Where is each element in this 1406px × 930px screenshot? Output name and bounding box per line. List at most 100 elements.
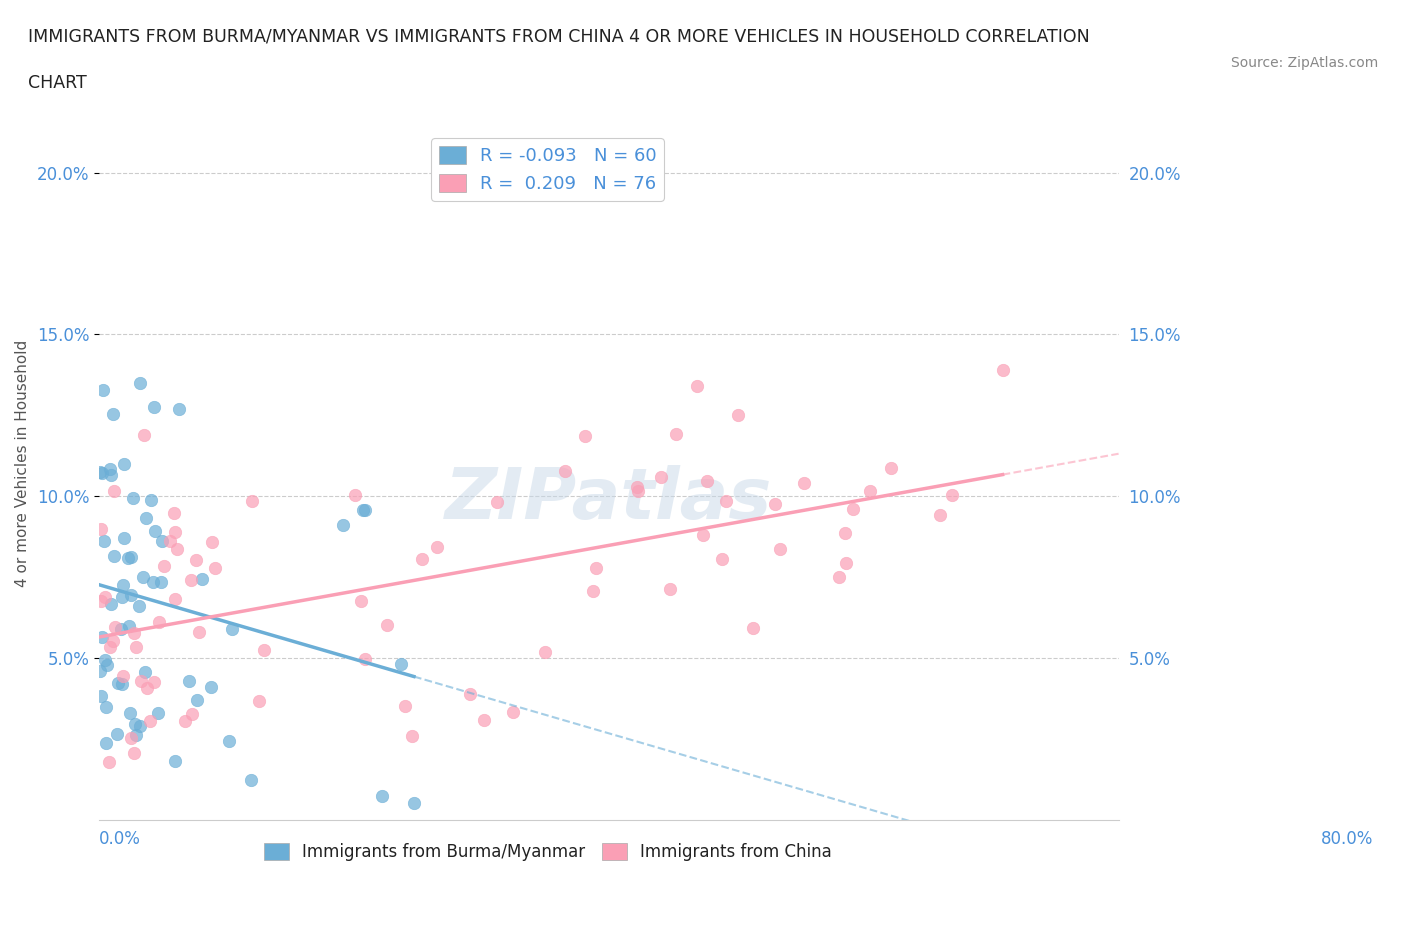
Point: [96, 736, 118, 751]
Point: [125, 640, 148, 655]
Point: [96, 658, 118, 672]
Point: [186, 693, 208, 708]
Point: [859, 484, 882, 498]
Point: [124, 716, 146, 731]
Y-axis label: 4 or more Vehicles in Household: 4 or more Vehicles in Household: [15, 340, 30, 588]
Point: [90, 522, 112, 537]
Point: [177, 674, 200, 689]
Point: [174, 713, 197, 728]
Point: [626, 479, 648, 494]
Point: [828, 570, 851, 585]
Point: [120, 550, 142, 565]
Point: [344, 487, 367, 502]
Point: [354, 652, 377, 667]
Point: [458, 686, 481, 701]
Point: [200, 680, 222, 695]
Point: [201, 535, 224, 550]
Point: [218, 734, 240, 749]
Point: [247, 694, 270, 709]
Point: [100, 468, 122, 483]
Point: [941, 488, 963, 503]
Point: [129, 376, 152, 391]
Point: [763, 497, 786, 512]
Point: [626, 484, 648, 498]
Point: [332, 517, 354, 532]
Point: [401, 729, 423, 744]
Point: [90, 689, 112, 704]
Point: [146, 706, 169, 721]
Point: [714, 494, 737, 509]
Point: [142, 674, 165, 689]
Point: [120, 588, 142, 603]
Point: [148, 614, 170, 629]
Point: [842, 502, 865, 517]
Point: [879, 460, 901, 475]
Text: CHART: CHART: [28, 74, 87, 92]
Point: [129, 718, 152, 733]
Point: [180, 572, 202, 587]
Point: [159, 534, 181, 549]
Point: [134, 428, 156, 443]
Point: [769, 541, 792, 556]
Point: [103, 549, 125, 564]
Point: [375, 618, 398, 632]
Point: [240, 494, 263, 509]
Text: 0.0%: 0.0%: [100, 830, 141, 848]
Point: [125, 727, 148, 742]
Point: [165, 754, 187, 769]
Point: [991, 363, 1014, 378]
Point: [665, 427, 688, 442]
Legend: Immigrants from Burma/Myanmar, Immigrants from China: Immigrants from Burma/Myanmar, Immigrant…: [257, 837, 838, 868]
Point: [139, 713, 162, 728]
Point: [686, 379, 709, 393]
Point: [253, 643, 276, 658]
Point: [502, 704, 524, 719]
Point: [105, 727, 128, 742]
Point: [692, 527, 714, 542]
Point: [118, 618, 141, 633]
Point: [135, 511, 157, 525]
Point: [582, 583, 605, 598]
Point: [112, 457, 135, 472]
Point: [129, 673, 152, 688]
Point: [114, 531, 136, 546]
Point: [111, 677, 134, 692]
Point: [94, 652, 117, 667]
Point: [650, 470, 672, 485]
Point: [793, 475, 815, 490]
Point: [554, 463, 576, 478]
Point: [574, 428, 596, 443]
Point: [96, 700, 118, 715]
Point: [98, 461, 121, 476]
Point: [107, 675, 129, 690]
Point: [349, 594, 371, 609]
Point: [90, 593, 112, 608]
Point: [167, 402, 190, 417]
Point: [150, 575, 173, 590]
Text: 80.0%: 80.0%: [1322, 830, 1374, 848]
Point: [585, 561, 607, 576]
Point: [111, 590, 134, 604]
Point: [163, 506, 186, 521]
Point: [710, 551, 733, 566]
Point: [402, 796, 425, 811]
Point: [352, 502, 374, 517]
Point: [696, 473, 718, 488]
Point: [486, 494, 509, 509]
Point: [221, 622, 243, 637]
Point: [181, 707, 204, 722]
Point: [91, 466, 114, 481]
Point: [394, 698, 416, 713]
Point: [426, 539, 449, 554]
Point: [472, 712, 495, 727]
Point: [166, 541, 188, 556]
Point: [141, 493, 163, 508]
Point: [353, 502, 375, 517]
Point: [191, 571, 214, 586]
Point: [150, 534, 173, 549]
Point: [929, 508, 952, 523]
Point: [134, 665, 156, 680]
Point: [112, 669, 135, 684]
Point: [132, 569, 155, 584]
Point: [152, 558, 174, 573]
